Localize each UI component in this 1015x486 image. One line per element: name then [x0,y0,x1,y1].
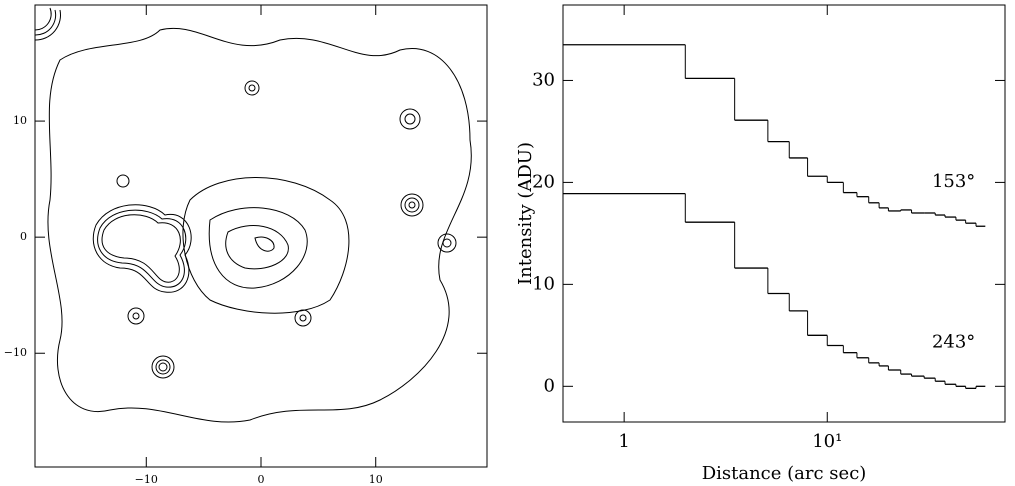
contour [34,7,61,41]
y-tick-label: −10 [4,346,27,359]
contour [132,312,140,320]
contour [400,193,424,217]
contour [47,28,472,423]
contour [225,225,289,270]
x-tick-label: 10¹ [812,431,842,452]
y-tick-label: 0 [20,230,27,243]
contour [182,177,350,314]
contour [294,309,312,327]
contour [101,214,181,283]
y-tick-label: 0 [544,375,555,396]
contour [399,108,421,130]
y-tick-label: 20 [532,171,555,192]
contour [208,207,308,289]
contour [442,238,452,248]
x-tick-label: 10 [369,473,383,486]
contour [155,359,171,375]
contour [404,197,420,213]
contour [408,201,416,209]
contour [151,355,175,379]
contour [158,362,168,372]
series-label: 243° [932,331,975,352]
y-tick-label: 10 [532,273,555,294]
x-tick-label: 1 [618,431,629,452]
plot-frame [562,4,1006,423]
contour [244,80,260,96]
y-tick-label: 30 [532,69,555,90]
contour [299,314,307,322]
contour [97,209,187,288]
x-tick-label: −10 [135,473,158,486]
contour [254,236,275,252]
x-tick-label: 0 [258,473,265,486]
contour [404,113,416,125]
contours [34,7,472,423]
y-axis-label: Intensity (ADU) [515,142,536,285]
x-axis-label: Distance (arc sec) [702,463,867,484]
contour [127,307,145,325]
contour [437,233,457,253]
contour [116,174,130,188]
y-tick-label: 10 [13,114,27,127]
series-label: 153° [932,171,975,192]
contour [92,204,192,293]
contour [248,84,256,92]
